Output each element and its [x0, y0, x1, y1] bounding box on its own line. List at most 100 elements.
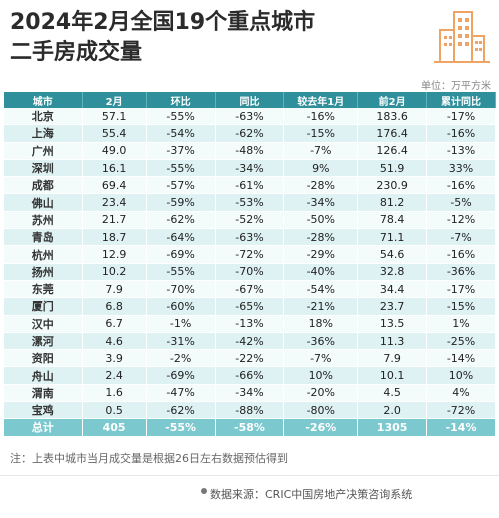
- cell-mom: -1%: [146, 315, 216, 333]
- cell-city: 汉中: [4, 315, 83, 333]
- cell-feb: 18.7: [82, 228, 147, 247]
- table-row: 渭南 1.6 -47% -34% -20% 4.5 4%: [4, 384, 496, 403]
- cell-first-two-months: 2.0: [357, 401, 428, 420]
- cell-first-two-months: 1305: [357, 418, 428, 437]
- table-row: 杭州 12.9 -69% -72% -29% 54.6 -16%: [4, 245, 496, 264]
- title-line-1: 2024年2月全国19个重点城市: [10, 10, 316, 35]
- title-line-2: 二手房成交量: [10, 40, 143, 65]
- table-row: 资阳 3.9 -2% -22% -7% 7.9 -14%: [4, 349, 496, 368]
- table-row: 东莞 7.9 -70% -67% -54% 34.4 -17%: [4, 280, 496, 299]
- cell-mom: -59%: [146, 193, 216, 212]
- cell-feb: 7.9: [82, 280, 147, 299]
- cell-first-two-months: 81.2: [357, 193, 428, 212]
- buildings-icon: [434, 11, 490, 63]
- cell-cumulative-yoy: -12%: [426, 211, 496, 230]
- cell-mom: -69%: [146, 366, 216, 385]
- cell-vs-jan: -50%: [283, 211, 359, 230]
- cell-vs-jan: -26%: [283, 418, 359, 437]
- cell-first-two-months: 78.4: [357, 211, 428, 230]
- cell-city: 苏州: [4, 211, 83, 230]
- cell-cumulative-yoy: 10%: [426, 366, 496, 385]
- cell-yoy: -61%: [215, 176, 285, 195]
- cell-first-two-months: 34.4: [357, 280, 428, 299]
- cell-yoy: -52%: [215, 211, 285, 230]
- cell-yoy: -63%: [215, 108, 285, 126]
- cell-cumulative-yoy: -7%: [426, 228, 496, 247]
- table-row: 扬州 10.2 -55% -70% -40% 32.8 -36%: [4, 263, 496, 281]
- cell-city: 漯河: [4, 332, 83, 351]
- cell-yoy: -62%: [215, 124, 285, 143]
- cell-feb: 12.9: [82, 245, 147, 264]
- cell-first-two-months: 230.9: [357, 176, 428, 195]
- cell-first-two-months: 176.4: [357, 124, 428, 143]
- cell-cumulative-yoy: -16%: [426, 245, 496, 264]
- cell-mom: -70%: [146, 280, 216, 299]
- cell-city: 上海: [4, 124, 83, 143]
- table-row: 佛山 23.4 -59% -53% -34% 81.2 -5%: [4, 193, 496, 212]
- cell-mom: -69%: [146, 245, 216, 264]
- cell-cumulative-yoy: -17%: [426, 108, 496, 126]
- cell-yoy: -65%: [215, 297, 285, 316]
- table-row: 成都 69.4 -57% -61% -28% 230.9 -16%: [4, 176, 496, 195]
- cell-yoy: -70%: [215, 263, 285, 281]
- cell-vs-jan: -20%: [283, 384, 359, 403]
- cell-yoy: -67%: [215, 280, 285, 299]
- cell-yoy: -88%: [215, 401, 285, 420]
- cell-feb: 16.1: [82, 159, 147, 178]
- cell-city: 舟山: [4, 366, 83, 385]
- cell-vs-jan: -29%: [283, 245, 359, 264]
- cell-feb: 2.4: [82, 366, 147, 385]
- cell-yoy: -42%: [215, 332, 285, 351]
- cell-first-two-months: 23.7: [357, 297, 428, 316]
- table-row: 宝鸡 0.5 -62% -88% -80% 2.0 -72%: [4, 401, 496, 420]
- cell-feb: 55.4: [82, 124, 147, 143]
- cell-mom: -47%: [146, 384, 216, 403]
- cell-yoy: -63%: [215, 228, 285, 247]
- cell-vs-jan: -40%: [283, 263, 359, 281]
- cell-first-two-months: 4.5: [357, 384, 428, 403]
- cell-first-two-months: 7.9: [357, 349, 428, 368]
- cell-city: 成都: [4, 176, 83, 195]
- cell-cumulative-yoy: 1%: [426, 315, 496, 333]
- cell-mom: -62%: [146, 401, 216, 420]
- cell-vs-jan: -21%: [283, 297, 359, 316]
- table-body: 北京 57.1 -55% -63% -16% 183.6 -17% 上海 55.4 -54% -62…: [4, 108, 496, 437]
- bullet-dot: [201, 488, 207, 494]
- header-yoy: 同比: [215, 92, 285, 108]
- cell-city: 渭南: [4, 384, 83, 403]
- cell-feb: 57.1: [82, 108, 147, 126]
- cell-mom: -60%: [146, 297, 216, 316]
- cell-cumulative-yoy: -15%: [426, 297, 496, 316]
- cell-vs-jan: -28%: [283, 176, 359, 195]
- cell-cumulative-yoy: -25%: [426, 332, 496, 351]
- cell-mom: -64%: [146, 228, 216, 247]
- cell-mom: -37%: [146, 142, 216, 160]
- cell-vs-jan: 18%: [283, 315, 359, 333]
- cell-first-two-months: 11.3: [357, 332, 428, 351]
- cell-feb: 3.9: [82, 349, 147, 368]
- cell-city: 深圳: [4, 159, 83, 178]
- cell-cumulative-yoy: -72%: [426, 401, 496, 420]
- cell-city: 厦门: [4, 297, 83, 316]
- cell-feb: 49.0: [82, 142, 147, 160]
- cell-vs-jan: -36%: [283, 332, 359, 351]
- cell-first-two-months: 32.8: [357, 263, 428, 281]
- cell-vs-jan: -7%: [283, 142, 359, 160]
- cell-mom: -57%: [146, 176, 216, 195]
- cell-yoy: -72%: [215, 245, 285, 264]
- header-cumulative-yoy: 累计同比: [426, 92, 496, 108]
- cell-yoy: -34%: [215, 159, 285, 178]
- cell-yoy: -34%: [215, 384, 285, 403]
- cell-mom: -55%: [146, 263, 216, 281]
- table-row: 汉中 6.7 -1% -13% 18% 13.5 1%: [4, 315, 496, 333]
- cell-city: 扬州: [4, 263, 83, 281]
- cell-cumulative-yoy: -16%: [426, 176, 496, 195]
- header-city: 城市: [4, 92, 83, 108]
- cell-feb: 69.4: [82, 176, 147, 195]
- cell-feb: 23.4: [82, 193, 147, 212]
- table-row: 青岛 18.7 -64% -63% -28% 71.1 -7%: [4, 228, 496, 247]
- cell-first-two-months: 51.9: [357, 159, 428, 178]
- cell-mom: -55%: [146, 108, 216, 126]
- cell-mom: -2%: [146, 349, 216, 368]
- cell-vs-jan: -15%: [283, 124, 359, 143]
